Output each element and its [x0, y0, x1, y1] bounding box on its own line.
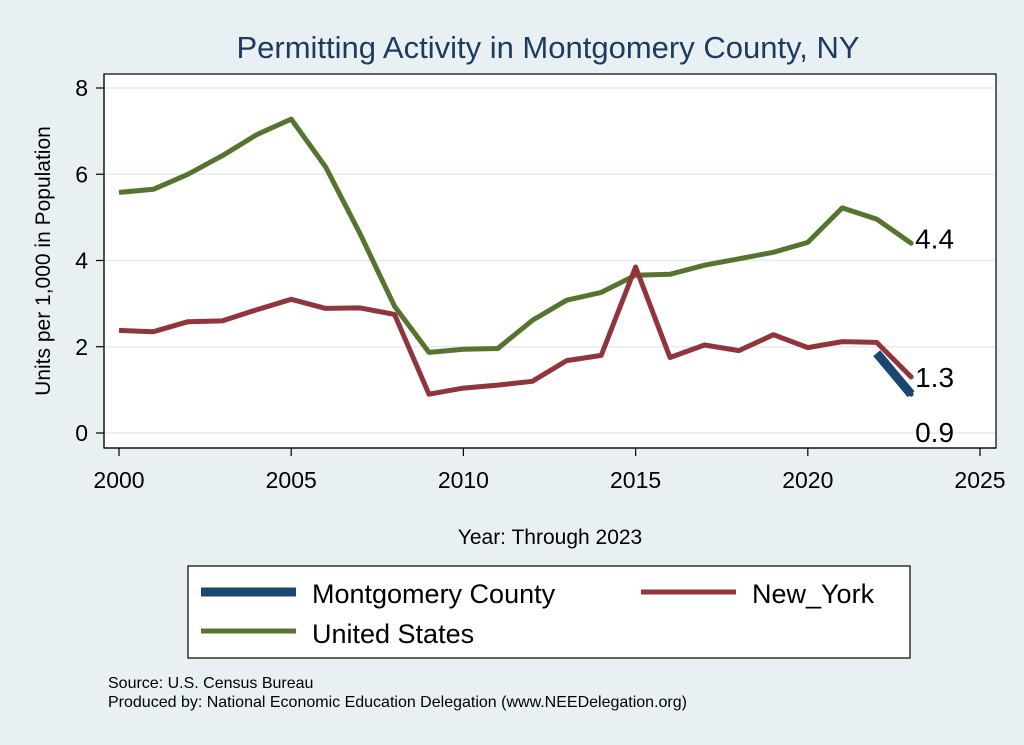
legend: Montgomery County New_York United States [187, 565, 911, 659]
x-tick-label-2000: 2000 [93, 467, 144, 493]
x-tick-label-2015: 2015 [610, 467, 661, 493]
gridlines [105, 87, 995, 434]
legend-label-new-york: New_York [752, 579, 875, 609]
y-axis-title: Units per 1,000 in Population [32, 126, 55, 396]
legend-box [187, 565, 911, 659]
series-line-montgomery [873, 350, 915, 398]
series-line-united-states [118, 116, 913, 355]
source-note: Source: U.S. Census Bureau [108, 675, 313, 692]
x-tick-label-2025: 2025 [954, 467, 1005, 493]
y-tick-label-8: 8 [75, 75, 88, 101]
y-tick-label-6: 6 [75, 161, 88, 187]
series-endpoint-new-york [908, 374, 914, 380]
end-label-new-york: 1.3 [915, 362, 954, 393]
produced-by-note: Produced by: National Economic Education… [108, 694, 687, 711]
legend-label-montgomery: Montgomery County [312, 579, 556, 609]
series-endpoint-montgomery [908, 391, 914, 397]
y-tick-label-0: 0 [75, 420, 88, 446]
series-endpoint-united-states [908, 240, 914, 246]
x-axis-title: Year: Through 2023 [458, 526, 643, 549]
y-tick-label-2: 2 [75, 334, 88, 360]
x-tick-label-2010: 2010 [438, 467, 489, 493]
end-label-united-states: 4.4 [915, 223, 954, 254]
y-tick-label-4: 4 [75, 248, 88, 274]
x-tick-label-2020: 2020 [782, 467, 833, 493]
axes: 0 2 4 6 8 2000 2005 2010 2015 2020 2025 [75, 74, 1006, 493]
chart-title: Permitting Activity in Montgomery County… [236, 30, 859, 65]
end-label-montgomery: 0.9 [915, 417, 954, 448]
series-lines [118, 116, 915, 398]
legend-label-united-states: United States [312, 619, 474, 649]
series-line-new-york [118, 264, 913, 397]
x-tick-label-2005: 2005 [266, 467, 317, 493]
end-labels: 0.9 1.3 4.4 [915, 223, 954, 448]
